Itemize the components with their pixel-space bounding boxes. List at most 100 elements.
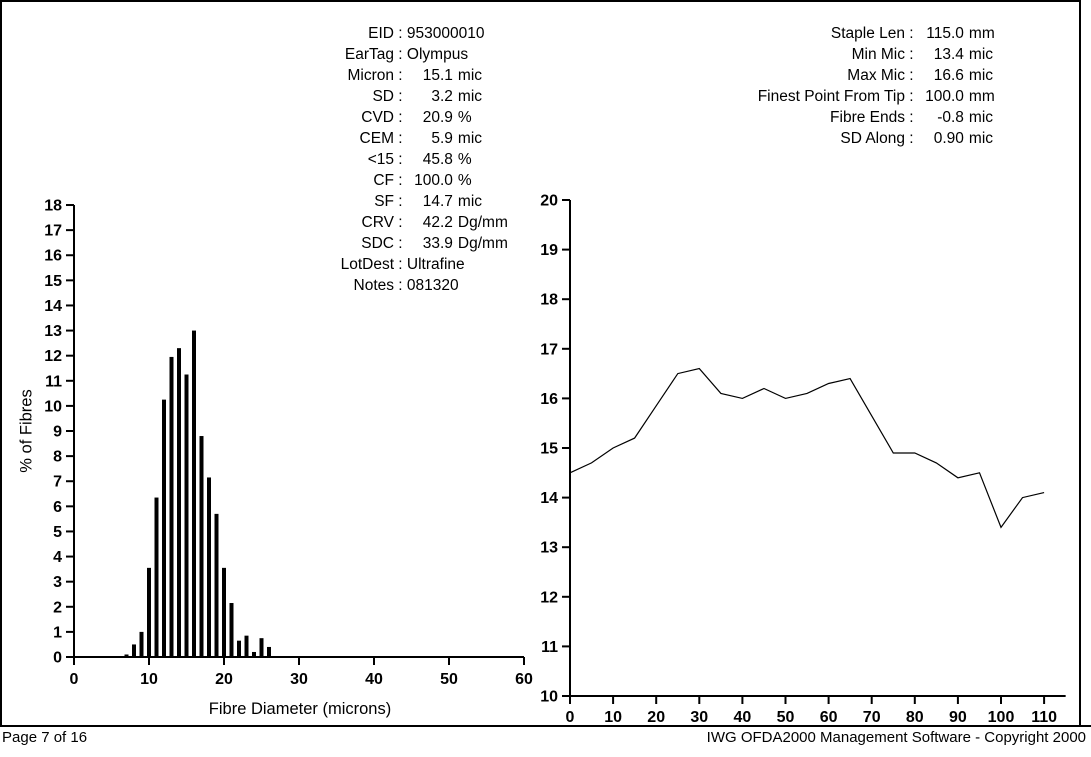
footer-divider	[0, 725, 1091, 727]
field-unit: %	[457, 172, 472, 189]
svg-text:11: 11	[541, 639, 558, 656]
field-unit: %	[457, 151, 472, 168]
svg-text:11: 11	[45, 373, 62, 390]
field-separator: :	[394, 46, 407, 63]
field-finest-point-from-tip: Finest Point From Tip : 100.0 mm	[740, 86, 995, 107]
field-separator: :	[394, 214, 407, 231]
field-value: 953000010	[406, 25, 485, 42]
field-label: Notes	[353, 277, 395, 294]
field-unit: mic	[968, 46, 994, 63]
field-staple-len: Staple Len : 115.0 mm	[740, 23, 995, 44]
field-unit: mic	[457, 67, 483, 84]
field-eartag: EarTag : Olympus	[294, 44, 508, 65]
field-value: Olympus	[406, 46, 469, 63]
histogram-bar	[252, 651, 256, 657]
histogram-bar	[222, 567, 226, 657]
field-separator: :	[394, 277, 407, 294]
field-value: 45.8	[422, 151, 453, 168]
svg-text:16: 16	[540, 391, 558, 408]
svg-text:110: 110	[1031, 709, 1057, 725]
svg-text:100: 100	[988, 709, 1015, 725]
svg-text:50: 50	[777, 709, 795, 725]
field-15: <15 : 45.8%	[294, 149, 508, 170]
svg-text:1: 1	[53, 624, 62, 641]
svg-text:17: 17	[44, 223, 62, 240]
field-separator: :	[394, 88, 407, 105]
field-unit: mm	[968, 25, 995, 42]
field-micron: Micron : 15.1 mic	[294, 65, 508, 86]
field-cf: CF : 100.0%	[294, 170, 508, 191]
field-value: 33.9	[422, 235, 453, 252]
field-sdc: SDC : 33.9 Dg/mm	[294, 233, 508, 254]
svg-text:60: 60	[820, 709, 838, 725]
field-label: SD Along	[840, 130, 905, 147]
field-value: 20.9	[422, 109, 453, 126]
field-label: Micron	[347, 67, 394, 84]
field-value: 3.2	[431, 88, 453, 105]
field-value: 42.2	[422, 214, 453, 231]
field-unit: mic	[457, 193, 483, 210]
svg-text:10: 10	[140, 671, 158, 688]
histogram-bar	[192, 330, 196, 657]
field-min-mic: Min Mic : 13.4 mic	[740, 44, 995, 65]
page-border	[0, 0, 1081, 725]
svg-text:17: 17	[540, 341, 558, 358]
field-label: <15	[367, 151, 394, 168]
histogram-bar	[162, 399, 166, 657]
svg-text:9: 9	[53, 424, 62, 441]
svg-text:60: 60	[515, 671, 533, 688]
field-value: 5.9	[431, 130, 453, 147]
svg-text:50: 50	[440, 671, 458, 688]
field-label: LotDest	[340, 256, 394, 273]
svg-text:20: 20	[215, 671, 233, 688]
sample-measurements-panel: EID : 953000010 EarTag : Olympus Micron : …	[294, 23, 508, 296]
field-max-mic: Max Mic : 16.6 mic	[740, 65, 995, 86]
field-label: EarTag	[344, 46, 394, 63]
field-unit: mic	[457, 130, 483, 147]
field-label: SDC	[361, 235, 394, 252]
field-label: SD	[372, 88, 394, 105]
histogram-bar	[237, 640, 241, 657]
field-separator: :	[394, 193, 407, 210]
field-sf: SF : 14.7 mic	[294, 191, 508, 212]
svg-text:3: 3	[53, 574, 62, 591]
field-unit: mic	[968, 67, 994, 84]
field-lotdest: LotDest : Ultrafine	[294, 254, 508, 275]
field-value: 13.4	[933, 46, 964, 63]
field-unit: Dg/mm	[457, 214, 508, 231]
svg-text:2: 2	[53, 599, 62, 616]
field-value: Ultrafine	[406, 256, 465, 273]
histogram-bar	[199, 436, 204, 657]
field-separator: :	[905, 67, 918, 84]
field-sd-along: SD Along : 0.90 mic	[740, 128, 995, 149]
field-label: Finest Point From Tip	[757, 88, 905, 105]
copyright-text: IWG OFDA2000 Management Software - Copyr…	[706, 729, 1086, 746]
field-separator: :	[394, 25, 407, 42]
field-label: CVD	[361, 109, 394, 126]
svg-text:8: 8	[53, 449, 62, 466]
svg-text:4: 4	[53, 549, 62, 566]
field-label: Min Mic	[851, 46, 905, 63]
svg-text:40: 40	[365, 671, 383, 688]
histogram-bar	[184, 374, 189, 657]
field-unit: %	[457, 109, 472, 126]
svg-text:20: 20	[647, 709, 665, 725]
svg-text:19: 19	[540, 242, 558, 259]
field-separator: :	[905, 46, 918, 63]
svg-text:18: 18	[540, 292, 558, 309]
field-value: 14.7	[422, 193, 453, 210]
svg-text:15: 15	[540, 441, 558, 458]
svg-text:10: 10	[604, 709, 622, 725]
field-separator: :	[905, 25, 918, 42]
field-separator: :	[394, 172, 407, 189]
histogram-bar	[207, 477, 211, 657]
histogram-bar	[244, 635, 249, 657]
histogram-bar	[169, 356, 174, 657]
svg-text:14: 14	[540, 490, 558, 507]
svg-text:13: 13	[44, 323, 62, 340]
field-unit: Dg/mm	[457, 235, 508, 252]
svg-text:5: 5	[53, 524, 62, 541]
svg-text:80: 80	[906, 709, 924, 725]
svg-text:6: 6	[53, 499, 62, 516]
field-separator: :	[905, 130, 918, 147]
